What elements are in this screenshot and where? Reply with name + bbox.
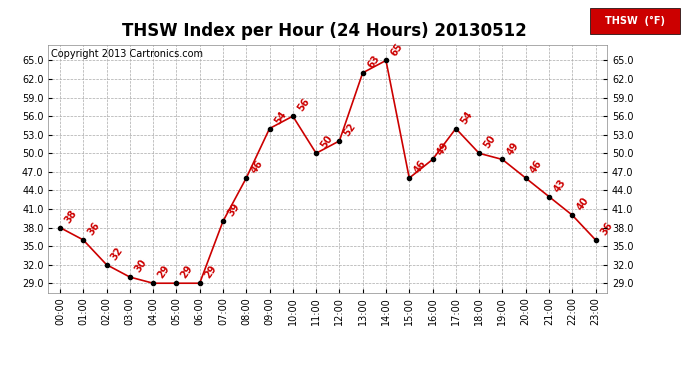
Point xyxy=(451,126,462,132)
Point xyxy=(78,237,89,243)
Text: 56: 56 xyxy=(295,97,311,113)
Point xyxy=(380,57,391,63)
Text: 29: 29 xyxy=(179,264,195,280)
Text: 50: 50 xyxy=(319,134,335,150)
Text: 63: 63 xyxy=(366,53,382,70)
Point xyxy=(124,274,135,280)
Point xyxy=(544,194,555,200)
Point xyxy=(334,138,345,144)
Point xyxy=(590,237,601,243)
Text: 29: 29 xyxy=(202,264,218,280)
Text: 54: 54 xyxy=(459,109,475,126)
Text: 46: 46 xyxy=(529,159,544,175)
Text: 52: 52 xyxy=(342,122,358,138)
Point xyxy=(473,150,484,156)
Point xyxy=(404,175,415,181)
Point xyxy=(148,280,159,286)
Text: 43: 43 xyxy=(552,177,568,194)
Text: 46: 46 xyxy=(412,159,428,175)
Point xyxy=(264,126,275,132)
Text: 49: 49 xyxy=(505,140,521,157)
Text: 36: 36 xyxy=(86,220,102,237)
Text: 40: 40 xyxy=(575,196,591,212)
Text: 46: 46 xyxy=(249,159,265,175)
Point xyxy=(310,150,322,156)
Point xyxy=(217,218,228,224)
Point xyxy=(520,175,531,181)
Text: THSW Index per Hour (24 Hours) 20130512: THSW Index per Hour (24 Hours) 20130512 xyxy=(122,22,526,40)
Point xyxy=(287,113,298,119)
Point xyxy=(427,156,438,162)
Text: 32: 32 xyxy=(109,245,125,262)
Text: THSW  (°F): THSW (°F) xyxy=(605,16,664,26)
Text: 39: 39 xyxy=(226,202,241,219)
Text: 65: 65 xyxy=(388,41,404,58)
Point xyxy=(566,212,578,218)
Text: 36: 36 xyxy=(598,220,614,237)
Point xyxy=(55,225,66,231)
Text: 38: 38 xyxy=(63,208,79,225)
Text: 54: 54 xyxy=(273,109,288,126)
Text: 30: 30 xyxy=(132,258,148,274)
Point xyxy=(357,70,368,76)
Text: 49: 49 xyxy=(435,140,451,157)
Point xyxy=(171,280,182,286)
Point xyxy=(101,262,112,268)
Point xyxy=(194,280,205,286)
Text: 29: 29 xyxy=(156,264,172,280)
Point xyxy=(497,156,508,162)
Point xyxy=(241,175,252,181)
Text: 50: 50 xyxy=(482,134,497,150)
Text: Copyright 2013 Cartronics.com: Copyright 2013 Cartronics.com xyxy=(51,49,203,59)
